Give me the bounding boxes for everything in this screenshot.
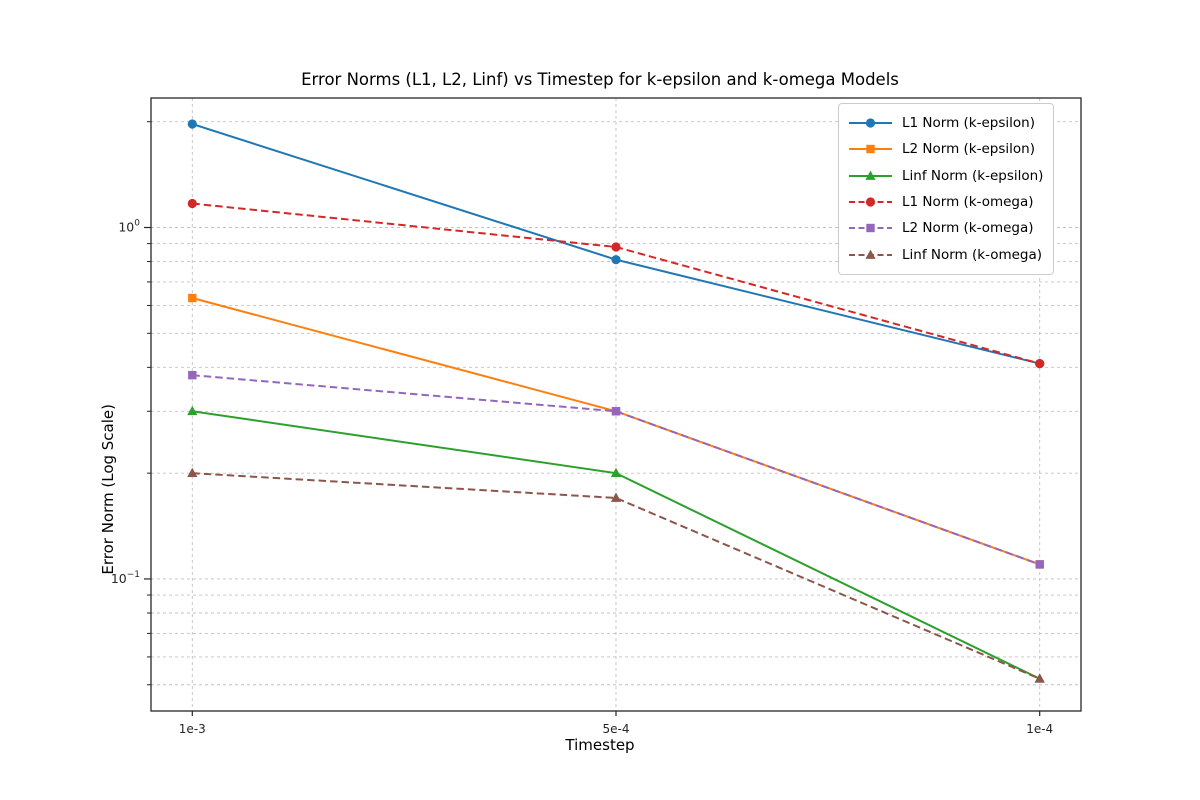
square-marker-icon <box>866 145 875 154</box>
legend-item-l1-norm-k-omega: L1 Norm (k-omega) <box>848 189 1043 215</box>
legend-item-label: L1 Norm (k-omega) <box>902 194 1034 211</box>
x-axis-label: Timestep <box>565 736 635 754</box>
legend-item-linf-norm-k-epsilon: Linf Norm (k-epsilon) <box>848 163 1043 189</box>
legend-line-sample <box>849 145 892 154</box>
legend-item-label: Linf Norm (k-epsilon) <box>902 167 1044 184</box>
series-line-l2-norm-k-omega <box>192 374 1041 566</box>
y-tick-label: 10−1 <box>111 570 140 586</box>
marker-l1-norm-k-epsilon <box>611 255 621 265</box>
legend-item-label: L2 Norm (k-epsilon) <box>902 141 1035 158</box>
legend-item-linf-norm-k-omega: Linf Norm (k-omega) <box>848 241 1043 267</box>
marker-linf-norm-k-omega <box>187 467 198 478</box>
legend-line-sample <box>849 118 892 128</box>
marker-linf-norm-k-omega <box>610 492 622 502</box>
y-tick-label: 100 <box>118 219 140 235</box>
legend-line-sample <box>849 197 892 207</box>
x-tick-label: 1e-4 <box>1026 722 1053 736</box>
legend-item-label: Linf Norm (k-omega) <box>902 246 1043 263</box>
marker-l2-norm-k-omega <box>1035 560 1044 569</box>
marker-linf-norm-k-epsilon <box>187 405 198 416</box>
marker-l1-norm-k-omega <box>1035 358 1045 369</box>
legend-item-l2-norm-k-epsilon: L2 Norm (k-epsilon) <box>848 136 1043 162</box>
marker-l1-norm-k-omega <box>611 242 621 252</box>
marker-l2-norm-k-omega <box>611 407 621 416</box>
marker-linf-norm-k-omega <box>1034 673 1045 683</box>
marker-linf-norm-k-epsilon <box>610 467 622 478</box>
marker-l1-norm-k-epsilon <box>187 119 197 129</box>
y-axis-label-text: Error Norm (Log Scale) <box>99 403 117 575</box>
legend-item-label: L2 Norm (k-omega) <box>902 220 1034 237</box>
marker-l2-norm-k-omega <box>188 370 197 380</box>
circle-marker-icon <box>865 197 876 207</box>
legend-item-l2-norm-k-omega: L2 Norm (k-omega) <box>848 215 1043 241</box>
legend: L1 Norm (k-epsilon) L2 Norm (k-epsilon) Li… <box>838 103 1055 275</box>
circle-marker-icon <box>865 118 876 128</box>
triangle-marker-icon <box>865 249 876 259</box>
series-line-linf-norm-k-omega <box>192 472 1041 680</box>
x-tick-label: 5e-4 <box>603 722 630 736</box>
square-marker-icon <box>866 224 875 233</box>
legend-line-sample <box>849 170 892 180</box>
legend-item-l1-norm-k-epsilon: L1 Norm (k-epsilon) <box>848 110 1043 136</box>
legend-line-sample <box>849 249 892 259</box>
legend-item-label: L1 Norm (k-epsilon) <box>902 115 1035 132</box>
triangle-marker-icon <box>865 170 876 180</box>
x-tick-label: 1e-3 <box>179 722 206 736</box>
marker-l2-norm-k-epsilon <box>188 293 197 303</box>
chart-title: Error Norms (L1, L2, Linf) vs Timestep f… <box>301 70 899 89</box>
legend-line-sample <box>849 224 892 233</box>
marker-l1-norm-k-omega <box>187 198 197 209</box>
